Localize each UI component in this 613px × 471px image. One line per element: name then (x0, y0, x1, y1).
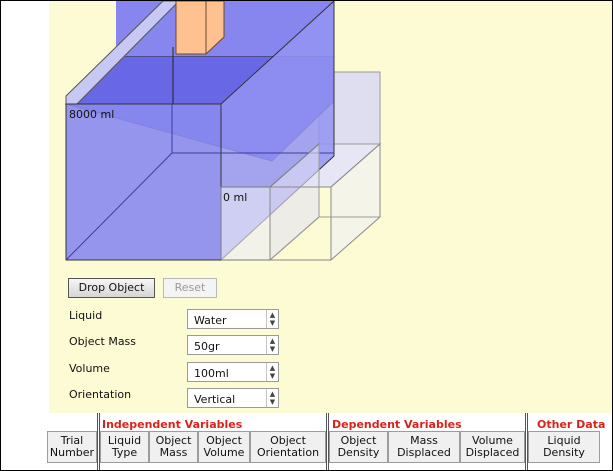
other-data-heading: Other Data (537, 418, 606, 431)
dropped-object (175, 1, 225, 55)
tank-simulation (65, 1, 382, 262)
column-group-divider (326, 413, 329, 470)
simulation-panel: 8000 ml 0 ml Drop Object Reset (49, 1, 612, 413)
volume-select[interactable]: 100ml ▲ ▼ (187, 362, 279, 382)
column-group-divider (97, 413, 100, 470)
orientation-select[interactable]: Vertical ▲ ▼ (187, 388, 279, 408)
column-header-object-mass[interactable]: Object Mass (149, 431, 198, 463)
overflow-tank-volume-label: 0 ml (223, 191, 248, 204)
dependent-variables-heading: Dependent Variables (332, 418, 462, 431)
column-group-divider (525, 413, 528, 470)
volume-label: Volume (69, 362, 110, 375)
column-header-liquid-density[interactable]: Liquid Density (528, 431, 600, 463)
large-tank-volume-label: 8000 ml (69, 108, 115, 121)
object-mass-label: Object Mass (69, 335, 137, 348)
drop-object-button[interactable]: Drop Object (68, 278, 155, 298)
up-down-chevron-icon: ▲ ▼ (266, 336, 278, 354)
volume-select-value: 100ml (194, 367, 229, 380)
column-header-mass-displaced[interactable]: Mass Displaced (388, 431, 460, 463)
column-header-liquid-type[interactable]: Liquid Type (100, 431, 149, 463)
liquid-select-value: Water (194, 314, 227, 327)
column-header-trial-number[interactable]: Trial Number (47, 431, 97, 463)
up-down-chevron-icon: ▲ ▼ (266, 310, 278, 328)
column-header-volume-displaced[interactable]: Volume Displaced (460, 431, 525, 463)
orientation-label: Orientation (69, 388, 132, 401)
independent-variables-heading: Independent Variables (102, 418, 243, 431)
data-table: Independent Variables Dependent Variable… (1, 413, 612, 470)
orientation-select-value: Vertical (194, 393, 236, 406)
large-tank-water-top (116, 1, 334, 56)
object-mass-select[interactable]: 50gr ▲ ▼ (187, 335, 279, 355)
reset-button[interactable]: Reset (163, 278, 217, 298)
column-header-object-density[interactable]: Object Density (329, 431, 388, 463)
object-mass-select-value: 50gr (194, 340, 220, 353)
column-header-object-volume[interactable]: Object Volume (198, 431, 250, 463)
liquid-select[interactable]: Water ▲ ▼ (187, 309, 279, 329)
up-down-chevron-icon: ▲ ▼ (266, 363, 278, 381)
liquid-label: Liquid (69, 309, 103, 322)
up-down-chevron-icon: ▲ ▼ (266, 389, 278, 407)
column-header-object-orientation[interactable]: Object Orientation (250, 431, 326, 463)
